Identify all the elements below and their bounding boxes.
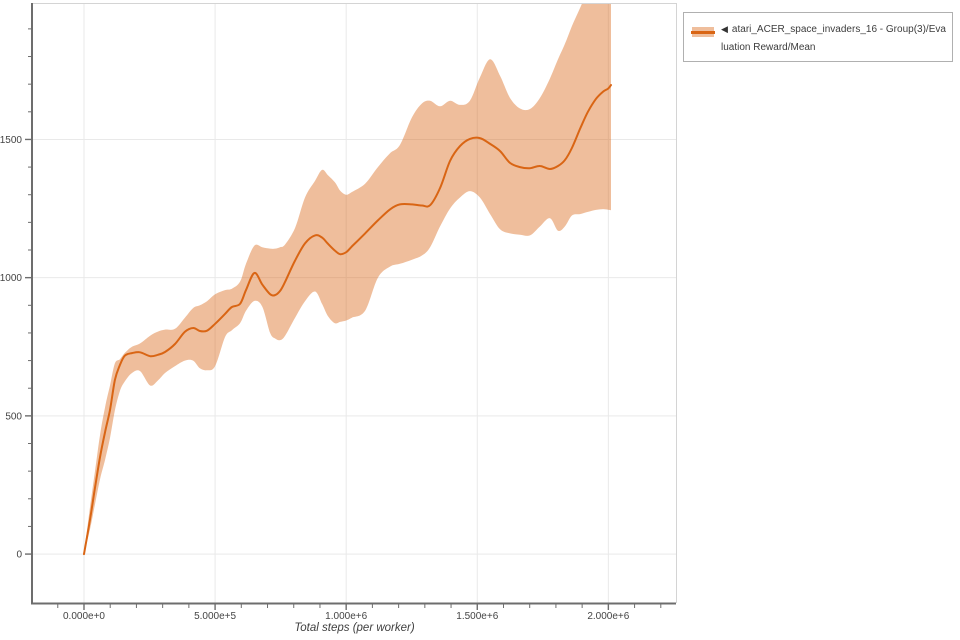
y-tick-label: 0 bbox=[16, 550, 22, 561]
legend-box: ◀ atari_ACER_space_invaders_16 - Group(3)… bbox=[683, 12, 953, 62]
x-tick-label: 1.500e+6 bbox=[456, 611, 498, 622]
legend-item[interactable]: ◀ atari_ACER_space_invaders_16 - Group(3)… bbox=[684, 13, 952, 57]
confidence-band bbox=[84, 4, 611, 555]
collapse-triangle-icon[interactable]: ◀ bbox=[721, 24, 728, 34]
x-tick-label: 2.000e+6 bbox=[587, 611, 629, 622]
y-tick-label: 1000 bbox=[0, 273, 22, 284]
x-tick-label: 1.000e+6 bbox=[325, 611, 367, 622]
series-swatch-icon bbox=[691, 25, 715, 39]
mean-line bbox=[83, 84, 612, 556]
y-tick-label: 1500 bbox=[0, 135, 22, 146]
x-axis-title: Total steps (per worker) bbox=[294, 622, 415, 634]
x-tick-label: 5.000e+5 bbox=[194, 611, 236, 622]
swatch-line-icon bbox=[691, 30, 715, 34]
legend-label: ◀ atari_ACER_space_invaders_16 - Group(3)… bbox=[721, 20, 946, 57]
x-tick-label: 0.000e+0 bbox=[63, 611, 105, 622]
y-tick-label: 500 bbox=[5, 411, 22, 422]
series-name: atari_ACER_space_invaders_16 - Group(3)/… bbox=[721, 24, 946, 53]
